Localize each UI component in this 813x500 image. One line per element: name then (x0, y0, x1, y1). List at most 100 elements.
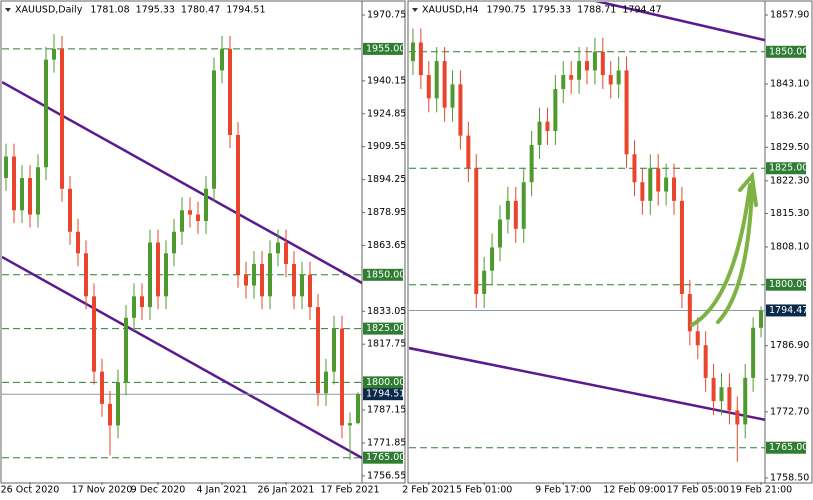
candle-body (180, 210, 184, 232)
candle-body (60, 48, 64, 189)
candle-body (466, 135, 471, 169)
candle-body (703, 345, 708, 378)
candle-body (735, 410, 740, 425)
candle-body (585, 61, 589, 71)
y-tick-label: 1787.15 (367, 405, 406, 416)
x-tick-label: 5 Feb 01:00 (456, 485, 512, 496)
level-label: 1800.00 (769, 279, 808, 290)
candle-body (268, 253, 272, 297)
candle-body (84, 253, 88, 297)
y-tick-label: 1857.90 (770, 9, 809, 20)
candle-body (332, 328, 336, 372)
candle-body (164, 253, 168, 297)
x-tick-label: 17 Nov 2020 (72, 485, 133, 496)
candle-body (292, 264, 296, 297)
level-label-box (363, 376, 403, 389)
candle-body (608, 75, 613, 85)
candle-body (648, 168, 653, 201)
candle-body (672, 177, 677, 201)
candle-body (561, 75, 566, 90)
level-label-box (363, 268, 403, 281)
candle-body (759, 310, 764, 328)
candle-body (52, 48, 56, 60)
ohlc-value: 1788.71 (577, 5, 616, 16)
candle-body (236, 134, 240, 275)
candle-body (521, 182, 526, 229)
candle-body (132, 296, 136, 318)
candle-body (260, 264, 264, 297)
candle-body (687, 294, 692, 332)
ohlc-value: 1790.75 (486, 5, 525, 16)
candle-body (711, 377, 716, 402)
candle-body (442, 61, 447, 108)
candle-body (600, 51, 605, 76)
candle-body (656, 168, 661, 192)
candle-body (513, 200, 518, 229)
y-tick-label: 1772.70 (770, 406, 809, 417)
candle-body (148, 242, 152, 308)
candle-body (450, 84, 455, 108)
candle-body (474, 168, 479, 295)
y-tick-label: 1779.70 (770, 374, 809, 385)
panel-frame (407, 0, 813, 484)
candle-body (640, 182, 645, 201)
symbol: XAUUSD,Daily (15, 5, 83, 16)
ohlc-value: 1781.08 (90, 5, 129, 16)
candle-body (529, 144, 534, 183)
menu-arrow[interactable] (5, 8, 11, 12)
candle-body (76, 231, 80, 254)
ohlc-value: 1795.33 (136, 5, 175, 16)
arrow-head (738, 171, 758, 207)
candle-body (616, 70, 621, 85)
y-tick-label: 1815.30 (770, 208, 809, 219)
x-tick-label: 12 Feb 09:00 (603, 485, 665, 496)
level-label-box (766, 278, 806, 291)
candle-body (482, 270, 487, 295)
annotation-arrows (690, 171, 758, 327)
candle-body (28, 177, 32, 215)
y-tick-label: 1771.85 (367, 437, 406, 448)
y-tick-label: 1843.10 (770, 78, 809, 89)
candle-body (300, 274, 304, 297)
y-tick-label: 1940.15 (367, 75, 406, 86)
candle-body (212, 70, 216, 189)
candle-body (577, 61, 582, 80)
candle-body (20, 177, 24, 211)
candle-body (308, 274, 312, 308)
y-tick-label: 1808.10 (770, 241, 809, 252)
candle-body (664, 177, 669, 192)
candle-body (196, 214, 200, 222)
y-tick-label: 1833.05 (367, 306, 406, 317)
menu-arrow[interactable] (412, 8, 418, 12)
y-tick-label: 1970.75 (367, 10, 406, 21)
symbol: XAUUSD,H4 (422, 5, 478, 16)
trendline (594, 2, 765, 42)
candle-body (490, 247, 495, 271)
x-tick-label: 4 Jan 2021 (197, 485, 248, 496)
candle-body (434, 61, 439, 99)
candle-body (679, 200, 684, 295)
candle-body (410, 42, 415, 62)
trendline (2, 255, 362, 459)
candle-body (92, 296, 96, 372)
candle-body (751, 327, 756, 378)
candle-body (340, 328, 344, 426)
price-label-box (766, 304, 806, 317)
candle-body (252, 264, 256, 286)
x-tick-label: 2 Feb 2021 (402, 485, 455, 496)
candle-body (592, 51, 597, 71)
plot-area (409, 2, 765, 462)
candle-body (356, 394, 360, 424)
arrow (716, 186, 754, 324)
level-label: 1825.00 (769, 163, 808, 174)
candle-body (632, 154, 637, 183)
candle-body (348, 423, 352, 426)
candle-body (124, 317, 128, 383)
level-label: 1825.00 (366, 323, 405, 334)
y-tick-label: 1829.50 (770, 142, 809, 153)
candle-body (497, 219, 502, 248)
candle-body (4, 156, 8, 178)
ohlc-value: 1780.47 (181, 5, 220, 16)
candle-body (276, 242, 280, 254)
